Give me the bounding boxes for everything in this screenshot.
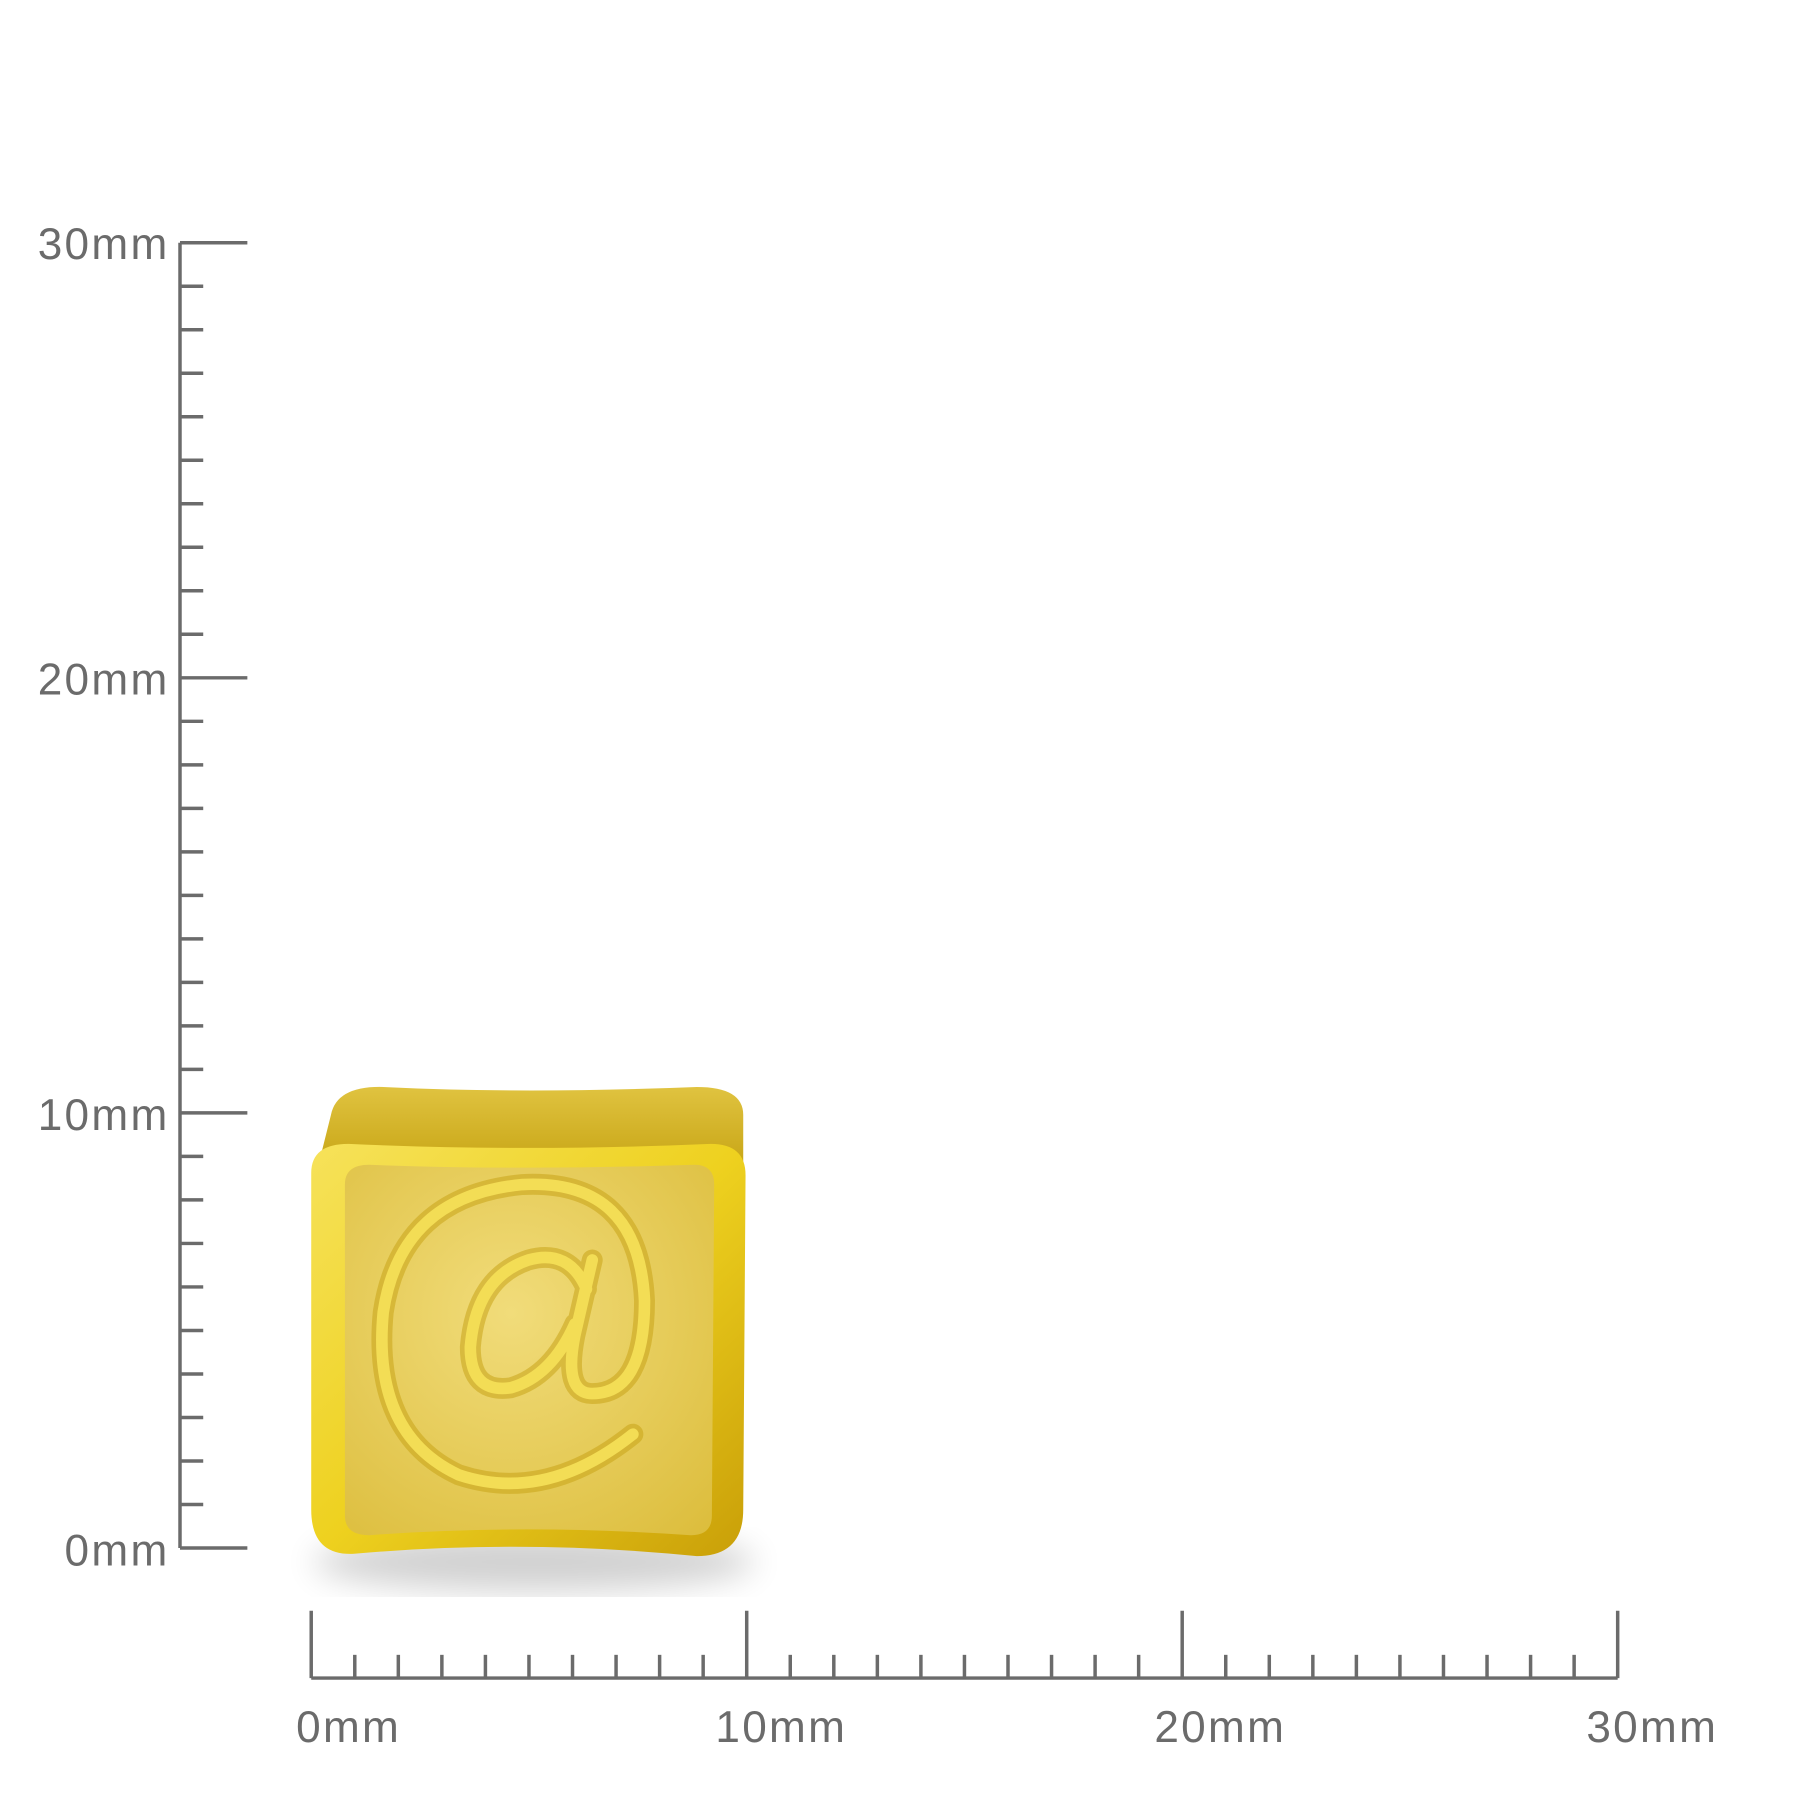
vertical-label-30: 30mm: [38, 220, 170, 269]
horizontal-ruler: [309, 1610, 1620, 1680]
vertical-label-0: 0mm: [65, 1526, 170, 1575]
vertical-ruler: [178, 240, 248, 1550]
horizontal-label-20: 20mm: [1154, 1703, 1286, 1752]
gold-square-bead: [311, 1086, 755, 1591]
vertical-label-20: 20mm: [38, 655, 170, 704]
vertical-label-10: 10mm: [38, 1091, 170, 1140]
horizontal-label-30: 30mm: [1586, 1703, 1718, 1752]
horizontal-label-10: 10mm: [715, 1703, 847, 1752]
horizontal-label-0: 0mm: [296, 1703, 401, 1752]
at-symbol-engraving: [371, 1173, 655, 1494]
